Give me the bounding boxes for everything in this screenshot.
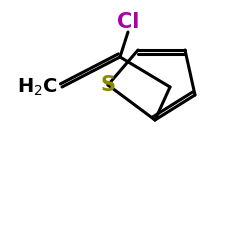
Text: H$_2$C: H$_2$C — [17, 76, 58, 98]
Text: S: S — [100, 75, 116, 95]
Text: Cl: Cl — [117, 12, 139, 32]
